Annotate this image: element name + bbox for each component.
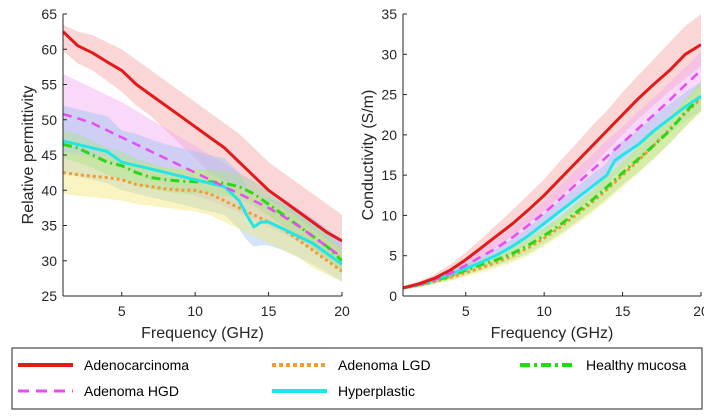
legend: Adenocarcinoma Adenoma LGD Healthy mucosa A…	[11, 347, 703, 410]
legend-item-adenoma-hgd: Adenoma HGD	[18, 383, 179, 399]
x-tick-label: 20	[693, 303, 704, 319]
band-adenoma-hgd	[63, 73, 342, 272]
x-tick-label: 15	[615, 303, 631, 319]
x-tick-label: 5	[118, 303, 126, 319]
x-tick-label: 10	[536, 303, 552, 319]
y-tick-label: 25	[41, 288, 57, 304]
legend-label: Healthy mucosa	[586, 357, 687, 373]
y-tick-label: 0	[389, 288, 397, 304]
line-hyperplastic	[63, 139, 342, 266]
plot-area	[63, 24, 342, 282]
plot-area	[403, 14, 701, 290]
y-tick-label: 30	[381, 46, 397, 62]
y-tick-label: 55	[41, 77, 57, 93]
y-tick-label: 40	[41, 182, 57, 198]
legend-label: Adenoma HGD	[84, 383, 179, 399]
legend-box	[11, 347, 703, 410]
legend-label: Hyperplastic	[338, 383, 415, 399]
y-axis-label: Relative permittivity	[20, 86, 37, 225]
permittivity-chart: 25 30 35 40 45 50 55 60 65 5 10 15 20 Frequency (GHz)…	[20, 6, 350, 342]
y-tick-label: 45	[41, 147, 57, 163]
line-adenoma-hgd	[403, 69, 701, 290]
x-tick-label: 10	[187, 303, 203, 319]
line-adenoma-hgd	[63, 112, 342, 259]
legend-item-healthy-mucosa: Healthy mucosa	[520, 357, 687, 373]
y-tick-label: 20	[381, 127, 397, 143]
y-tick-label: 35	[41, 218, 57, 234]
line-adenocarcinoma	[403, 43, 701, 290]
y-tick-label: 60	[41, 41, 57, 57]
legend-item-adenocarcinoma: Adenocarcinoma	[18, 357, 189, 373]
x-tick-label: 5	[462, 303, 470, 319]
line-adenocarcinoma	[63, 30, 342, 243]
band-hyperplastic	[63, 105, 342, 282]
y-tick-label: 35	[381, 6, 397, 22]
y-tick-label: 30	[41, 253, 57, 269]
band-adenocarcinoma	[403, 14, 701, 290]
y-tick-label: 10	[381, 207, 397, 223]
conductivity-chart: 0 5 10 15 20 25 30 35 5 10 15 20 Frequency (GHz) Cond…	[360, 6, 704, 342]
legend-item-adenoma-lgd: Adenoma LGD	[272, 357, 431, 373]
x-tick-label: 15	[261, 303, 277, 319]
band-adenoma-lgd	[63, 151, 342, 282]
y-tick-label: 15	[381, 167, 397, 183]
y-tick-label: 50	[41, 112, 57, 128]
x-tick-label: 20	[334, 303, 350, 319]
legend-item-hyperplastic: Hyperplastic	[272, 383, 415, 399]
y-axis-label: Conductivity (S/m)	[360, 90, 377, 221]
y-tick-label: 5	[389, 248, 397, 264]
line-healthy-mucosa	[403, 95, 701, 290]
line-hyperplastic	[403, 94, 701, 290]
x-axis-label: Frequency (GHz)	[141, 325, 264, 342]
x-axis-label: Frequency (GHz)	[491, 325, 614, 342]
y-tick-label: 65	[41, 6, 57, 22]
legend-label: Adenoma LGD	[338, 357, 431, 373]
y-tick-label: 25	[381, 87, 397, 103]
legend-label: Adenocarcinoma	[84, 357, 189, 373]
